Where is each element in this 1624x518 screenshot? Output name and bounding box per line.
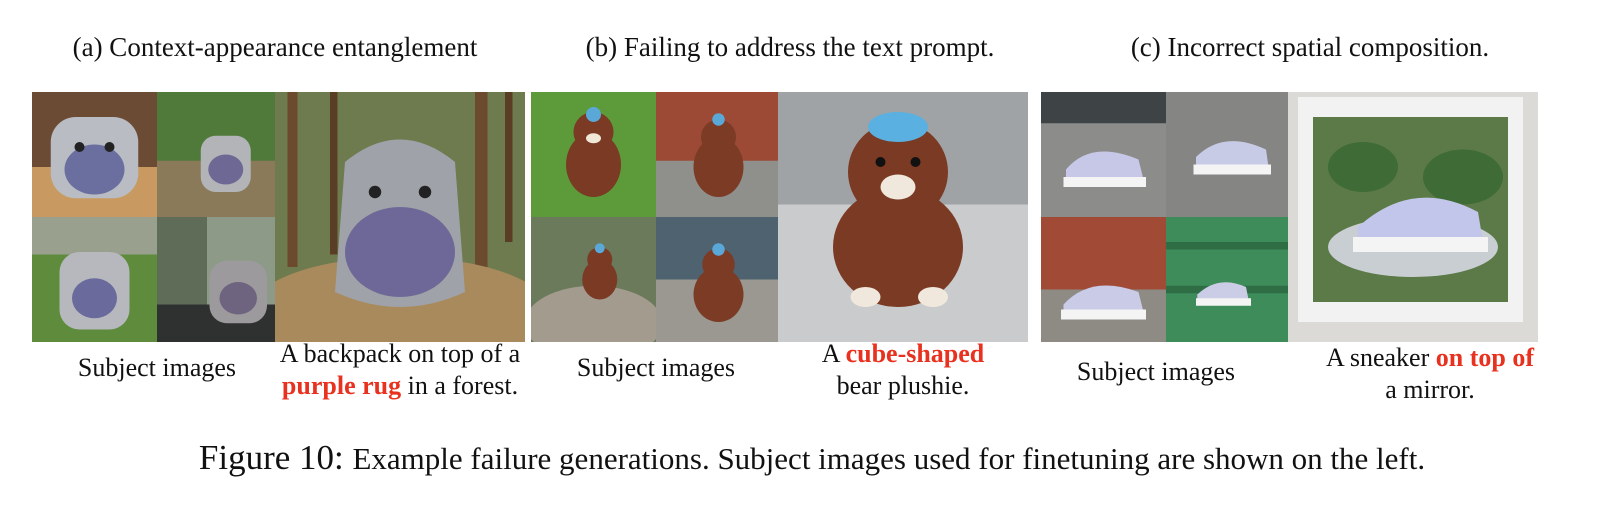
figure-caption: Figure 10: Example failure generations. … [0, 438, 1624, 478]
subject-image [1166, 92, 1291, 217]
prompt-caption-b: A cube-shaped bear plushie. [770, 338, 1036, 402]
figure-caption-text: Example failure generations. Subject ima… [352, 441, 1426, 476]
panel-a-title: (a) Context-appearance entanglement [72, 32, 478, 62]
generated-image-a [275, 92, 525, 342]
subject-image [656, 217, 781, 342]
generated-image-b [778, 92, 1028, 342]
subject-image [157, 217, 282, 342]
prompt-caption-c: A sneaker on top of a mirror. [1290, 342, 1570, 406]
subject-image [1041, 217, 1166, 342]
subject-image [157, 92, 282, 217]
subject-image [531, 92, 656, 217]
subject-images-grid-c [1041, 92, 1291, 342]
prompt-text-before: A backpack on top of a [279, 339, 521, 368]
prompt-text-before: A [821, 339, 840, 368]
subject-images-label-a: Subject images [77, 353, 237, 382]
panel-a: (a) Context-appearance entanglement [0, 0, 520, 420]
subject-images-label-b: Subject images [576, 353, 736, 382]
prompt-highlight: purple rug [281, 371, 402, 400]
subject-image [1041, 92, 1166, 217]
subject-image [531, 217, 656, 342]
prompt-text-after: a mirror. [1385, 375, 1475, 404]
subject-image [1166, 217, 1291, 342]
panel-b-title: (b) Failing to address the text prompt. [585, 32, 995, 62]
subject-image [32, 92, 157, 217]
subject-images-label-c: Subject images [1076, 357, 1236, 386]
prompt-highlight: on top of [1435, 343, 1534, 372]
prompt-highlight: cube-shaped [845, 339, 985, 368]
subject-images-grid-b [531, 92, 781, 342]
figure-label: Figure 10: [198, 438, 344, 477]
panel-b: (b) Failing to address the text prompt. [530, 0, 1050, 420]
subject-image [656, 92, 781, 217]
generated-image-c [1288, 92, 1538, 342]
prompt-text-after: in a forest. [407, 371, 519, 400]
panel-c: (c) Incorrect spatial composition. [1040, 0, 1580, 420]
prompt-caption-a: A backpack on top of a purple rug in a f… [255, 338, 545, 402]
subject-image [32, 217, 157, 342]
panel-c-title: (c) Incorrect spatial composition. [1130, 32, 1490, 62]
prompt-text-before: A sneaker [1326, 343, 1430, 372]
prompt-text-after: bear plushie. [836, 371, 970, 400]
subject-images-grid-a [32, 92, 282, 342]
